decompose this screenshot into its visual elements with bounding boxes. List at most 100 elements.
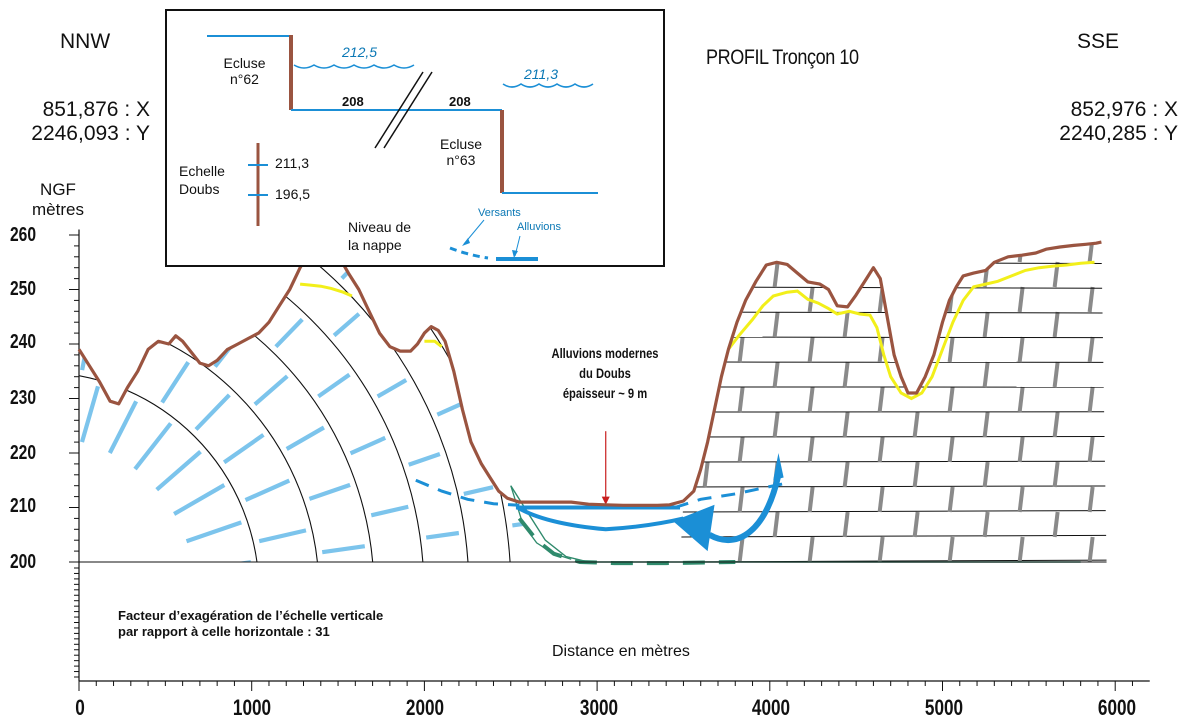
block-joint bbox=[947, 486, 955, 513]
block-joint bbox=[842, 361, 850, 388]
block-joint bbox=[702, 311, 710, 338]
fracture-mark bbox=[463, 485, 494, 496]
block-joint bbox=[807, 336, 815, 363]
block-joint bbox=[877, 536, 885, 562]
unit-ngf: NGF bbox=[40, 180, 76, 199]
fracture-mark bbox=[79, 385, 101, 443]
fracture-mark bbox=[155, 450, 202, 492]
inset-bottom-right: 208 bbox=[449, 94, 471, 109]
block-joint bbox=[845, 212, 848, 237]
bed-line bbox=[679, 436, 1107, 438]
y-tick-label: 260 bbox=[10, 224, 37, 246]
water-table-label-line: Niveau de bbox=[348, 219, 412, 235]
block-joint bbox=[670, 537, 673, 562]
block-joint bbox=[737, 436, 745, 463]
block-joint bbox=[1052, 361, 1060, 388]
block-joint bbox=[772, 411, 780, 438]
block-joint bbox=[947, 436, 955, 463]
inset-pointer-head bbox=[462, 238, 470, 246]
inset-lock63-label: Ecluse n°63 bbox=[436, 136, 486, 168]
right-y-coordinate: 2240,285 : Y bbox=[1059, 122, 1178, 145]
bed-line bbox=[679, 336, 1107, 339]
water-table-dashed-right bbox=[674, 481, 788, 509]
block-joint bbox=[807, 486, 815, 513]
block-joint bbox=[1052, 461, 1060, 488]
bed-line bbox=[679, 485, 1107, 488]
unit-metres: mètres bbox=[32, 200, 84, 219]
x-tick-label: 0 bbox=[75, 695, 85, 720]
block-joint bbox=[1052, 511, 1060, 538]
fracture-mark bbox=[147, 184, 156, 216]
block-joint bbox=[985, 212, 988, 237]
weathering-line-left bbox=[299, 282, 353, 298]
block-joint bbox=[1017, 536, 1025, 562]
exaggeration-note-line2: par rapport à celle horizontale : 31 bbox=[118, 624, 330, 639]
inset-frame bbox=[165, 9, 665, 267]
water-table-label-line: la nappe bbox=[348, 237, 402, 253]
block-joint bbox=[1017, 242, 1025, 263]
block-joint bbox=[670, 287, 673, 312]
lock-label-line: Ecluse bbox=[223, 55, 266, 71]
alluvium-base-line bbox=[510, 485, 1081, 563]
lock-label-line: n°62 bbox=[230, 71, 259, 87]
lock-label-line: Ecluse bbox=[439, 136, 483, 152]
fracture-mark bbox=[160, 361, 190, 404]
block-joint bbox=[1087, 242, 1095, 263]
block-joint bbox=[737, 386, 745, 413]
block-joint bbox=[912, 461, 920, 488]
y-tick-label: 230 bbox=[10, 387, 37, 409]
block-joint bbox=[912, 261, 920, 288]
inset-break-mark bbox=[374, 71, 424, 149]
block-joint bbox=[982, 411, 990, 438]
x-tick-label: 5000 bbox=[924, 695, 964, 720]
block-joint bbox=[737, 242, 745, 263]
block-joint bbox=[737, 486, 745, 513]
block-joint bbox=[1055, 212, 1058, 237]
block-joint bbox=[947, 536, 955, 562]
x-tick-label: 1000 bbox=[232, 695, 272, 720]
fracture-mark bbox=[137, 60, 142, 86]
block-joint bbox=[702, 411, 710, 438]
flow-arrow-head bbox=[673, 504, 715, 552]
block-joint bbox=[702, 361, 710, 388]
inset-upstream-waves bbox=[293, 64, 415, 69]
fracture-mark bbox=[542, 470, 567, 476]
x-tick-label: 3000 bbox=[579, 695, 619, 720]
fracture-mark bbox=[222, 433, 265, 465]
block-joint bbox=[842, 261, 850, 288]
block-joint bbox=[877, 242, 885, 263]
block-joint bbox=[702, 461, 710, 488]
y-tick-label: 200 bbox=[10, 551, 37, 573]
inset-legend-drawing bbox=[165, 9, 665, 267]
inset-gauge-low: 196,5 bbox=[275, 186, 311, 202]
block-joint bbox=[1052, 411, 1060, 438]
fracture-mark bbox=[517, 273, 529, 317]
block-joint bbox=[1017, 386, 1025, 413]
block-joint bbox=[877, 386, 885, 413]
fracture-mark bbox=[64, 264, 68, 307]
block-joint bbox=[1017, 436, 1025, 463]
axes bbox=[69, 229, 1150, 691]
inset-lock62-label: Ecluse n°62 bbox=[222, 55, 267, 87]
fracture-mark bbox=[370, 504, 409, 518]
fracture-mark bbox=[317, 372, 351, 399]
block-joint bbox=[807, 436, 815, 463]
inset-pointer-head bbox=[512, 250, 518, 258]
fracture-mark bbox=[185, 520, 243, 544]
block-joint bbox=[912, 511, 920, 538]
block-joint bbox=[1087, 436, 1095, 463]
fracture-mark bbox=[451, 338, 477, 355]
weathering-line-small bbox=[424, 339, 443, 348]
bed-line bbox=[679, 460, 1107, 463]
direction-left: NNW bbox=[60, 30, 111, 53]
block-joint bbox=[772, 361, 780, 388]
inset-water-table-label: Niveau de la nappe bbox=[348, 218, 411, 254]
inset-slope-water-symbol bbox=[449, 246, 489, 260]
fracture-mark bbox=[321, 544, 366, 555]
fracture-mark bbox=[490, 425, 517, 439]
block-joint bbox=[982, 361, 990, 388]
fracture-mark bbox=[102, 244, 114, 258]
block-joint bbox=[877, 436, 885, 463]
block-joint bbox=[737, 536, 745, 562]
